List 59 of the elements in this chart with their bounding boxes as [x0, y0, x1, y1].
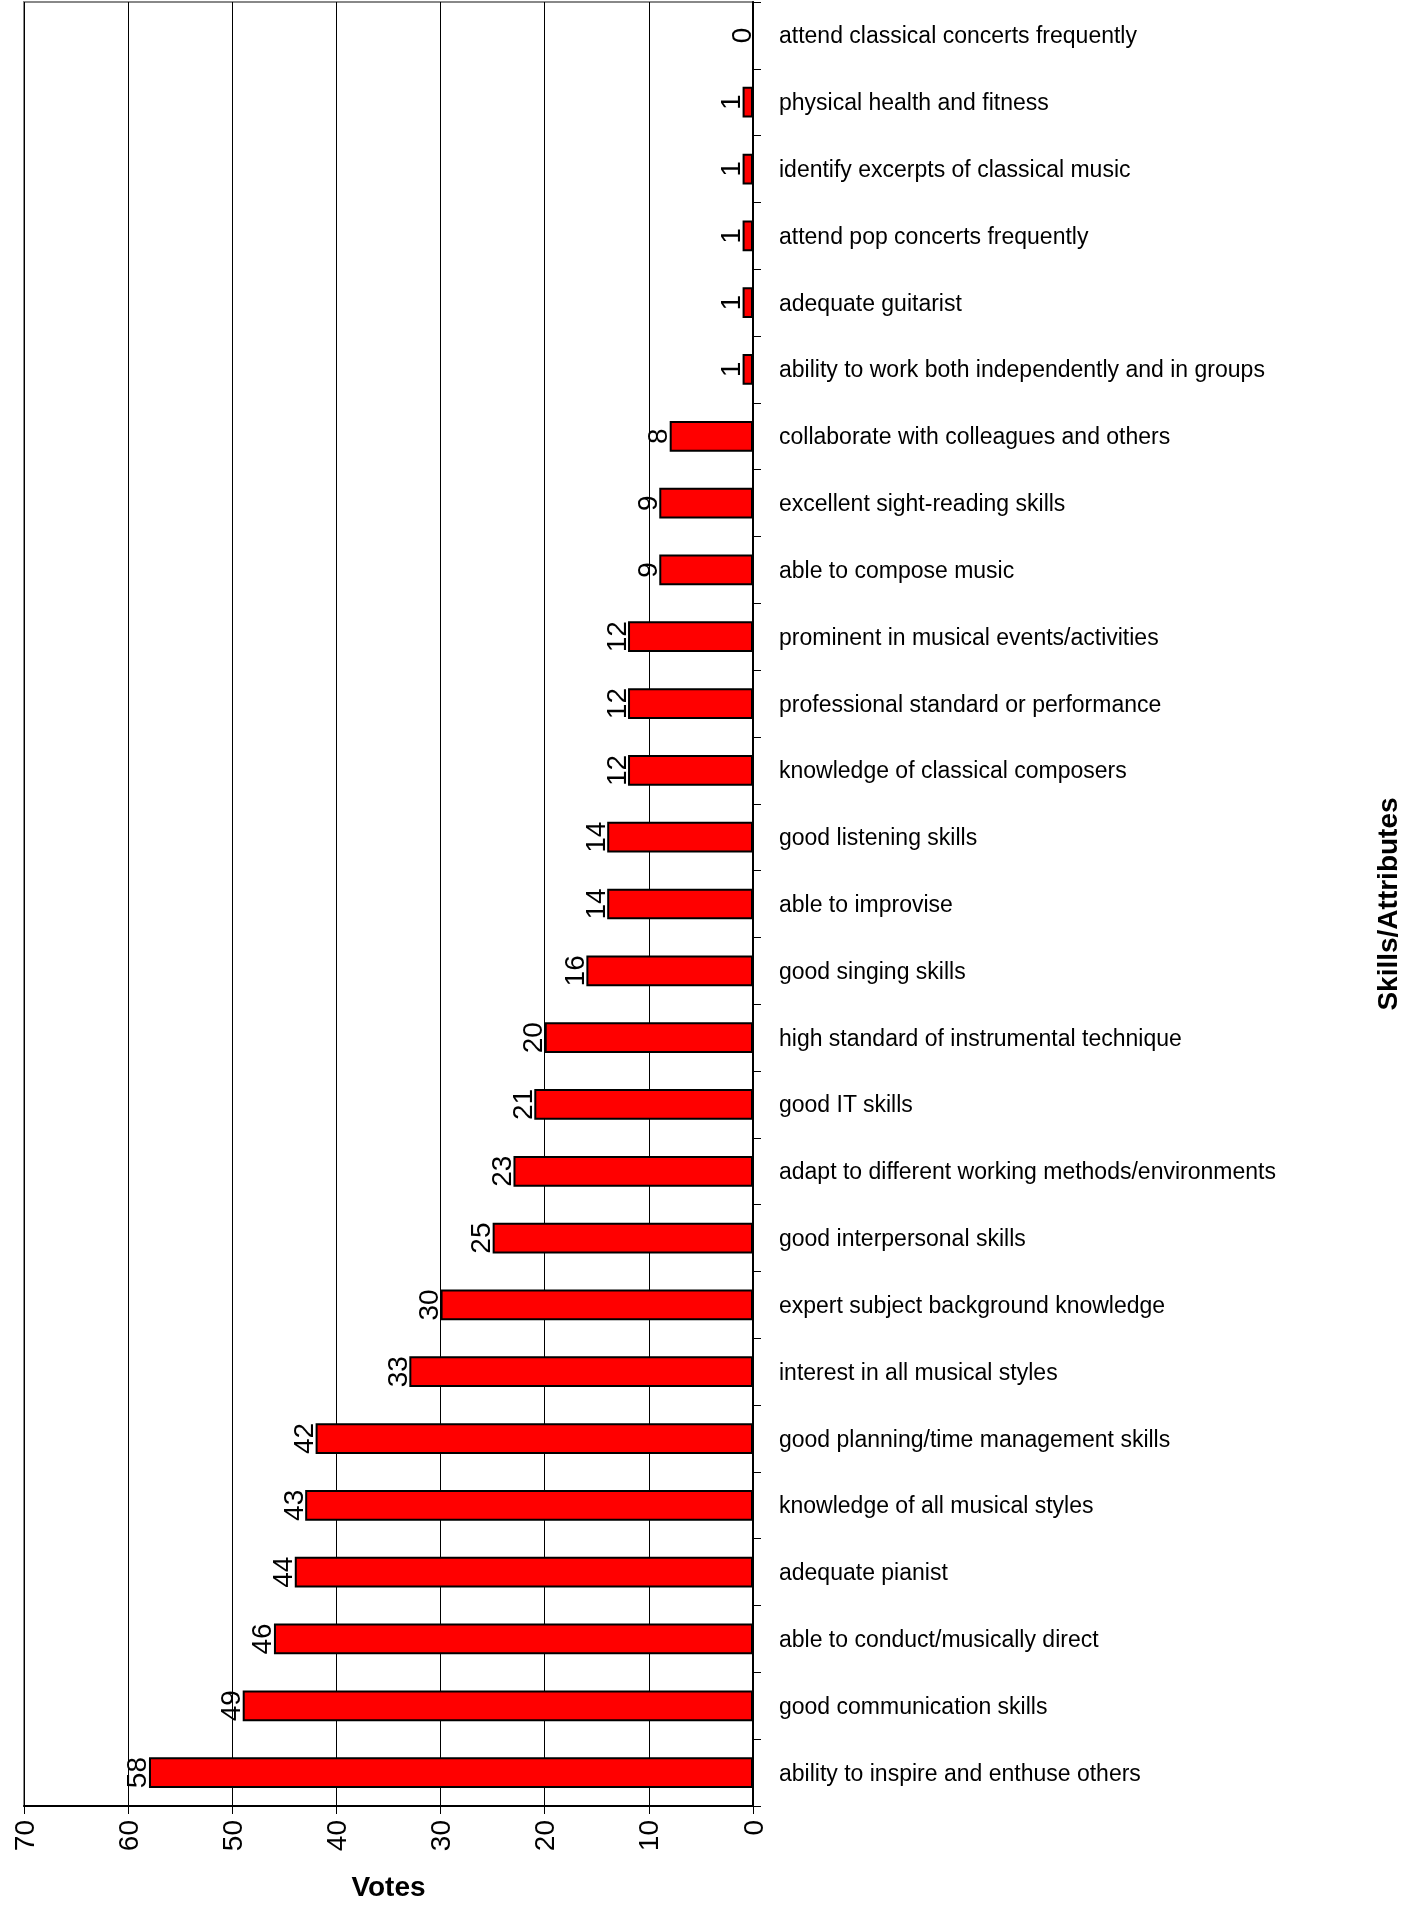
data-label: 12 — [600, 687, 632, 720]
data-label: 25 — [465, 1222, 497, 1254]
x-tick-label: 50 — [216, 1820, 248, 1852]
y-tick-label: professional standard or performance — [779, 690, 1162, 717]
data-label: 21 — [506, 1088, 538, 1121]
y-tick-label: identify excerpts of classical music — [779, 156, 1131, 183]
y-tick-label: adapt to different working methods/environments — [779, 1158, 1276, 1185]
y-tick-label: able to compose music — [779, 556, 1015, 583]
y-tick-label: good IT skills — [779, 1091, 913, 1118]
y-tick-label: good planning/time management skills — [779, 1425, 1171, 1452]
x-tick-label: 30 — [425, 1820, 457, 1852]
data-label: 46 — [246, 1623, 278, 1655]
y-tick-label: good communication skills — [779, 1692, 1048, 1719]
y-tick-label: good listening skills — [779, 824, 978, 851]
y-axis-title: Skills/Attributes — [1371, 797, 1403, 1011]
x-tick-label: 70 — [8, 1820, 40, 1852]
data-label: 16 — [558, 955, 590, 987]
data-label: 1 — [715, 228, 747, 244]
y-tick-label: attend pop concerts frequently — [779, 222, 1089, 249]
data-label: 1 — [715, 94, 747, 111]
y-tick-label: adequate pianist — [779, 1559, 949, 1586]
y-tick-label: able to improvise — [779, 891, 953, 917]
y-tick-label: knowledge of all musical styles — [779, 1492, 1094, 1519]
y-tick-label: excellent sight-reading skills — [779, 490, 1066, 517]
data-label: 30 — [413, 1289, 445, 1321]
y-tick-label: ability to inspire and enthuse others — [779, 1759, 1141, 1786]
data-label: 12 — [600, 621, 632, 653]
data-label: 23 — [485, 1155, 517, 1187]
data-label: 43 — [277, 1489, 309, 1521]
data-label: 1 — [715, 294, 747, 311]
x-axis-title: Votes — [351, 1870, 426, 1902]
data-label: 0 — [725, 27, 757, 44]
data-label: 44 — [267, 1556, 299, 1588]
data-label: 1 — [715, 361, 747, 378]
data-label: 1 — [715, 161, 747, 177]
y-tick-label: physical health and fitness — [779, 89, 1049, 116]
data-label: 33 — [381, 1356, 413, 1388]
y-tick-label: ability to work both independently and in groups — [779, 356, 1265, 383]
y-tick-label: collaborate with colleagues and others — [779, 423, 1171, 450]
y-tick-label: attend classical concerts frequently — [779, 22, 1138, 49]
y-tick-label: expert subject background knowledge — [779, 1291, 1166, 1318]
data-label: 42 — [288, 1422, 320, 1455]
y-tick-label: good interpersonal skills — [779, 1225, 1026, 1252]
y-tick-label: able to conduct/musically direct — [779, 1625, 1100, 1652]
y-tick-label: interest in all musical styles — [779, 1358, 1058, 1385]
data-label: 14 — [579, 888, 611, 920]
data-label: 14 — [579, 821, 611, 853]
y-tick-label: knowledge of classical composers — [779, 757, 1127, 784]
x-tick-label: 60 — [112, 1820, 144, 1852]
y-tick-label: high standard of instrumental technique — [779, 1024, 1182, 1051]
data-label: 20 — [517, 1022, 549, 1054]
x-tick-label: 20 — [529, 1820, 561, 1852]
x-tick-label: 10 — [633, 1820, 665, 1852]
y-tick-label: prominent in musical events/activities — [779, 623, 1159, 650]
y-tick-label: adequate guitarist — [779, 289, 963, 316]
data-label: 12 — [600, 754, 632, 786]
x-tick-label: 40 — [320, 1820, 352, 1852]
y-tick-label: good singing skills — [779, 957, 966, 984]
x-tick-label: 0 — [737, 1820, 769, 1836]
